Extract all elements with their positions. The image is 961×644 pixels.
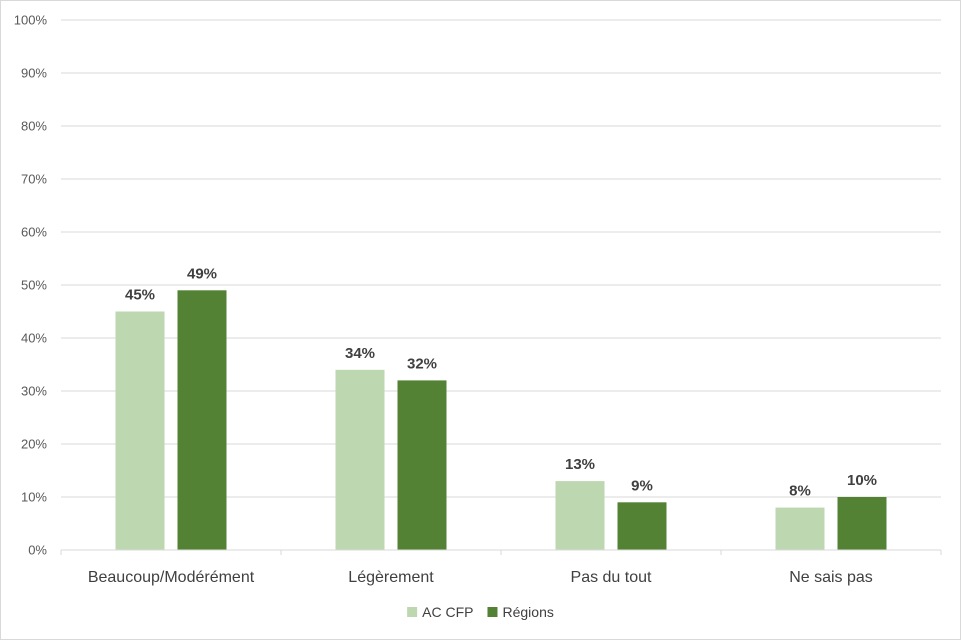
data-label: 9% xyxy=(631,477,653,494)
bar-ac-cfp xyxy=(555,481,605,550)
data-label: 32% xyxy=(407,355,437,372)
y-tick-label: 0% xyxy=(28,543,47,558)
y-tick-label: 60% xyxy=(21,225,47,240)
x-category-label: Ne sais pas xyxy=(789,569,873,586)
bars xyxy=(115,290,887,550)
data-label: 34% xyxy=(345,345,375,362)
y-tick-label: 80% xyxy=(21,119,47,134)
y-tick-label: 70% xyxy=(21,172,47,187)
data-labels: 45% 49% 34% 32% 13% 9% 8% 10% xyxy=(125,265,877,499)
y-tick-label: 90% xyxy=(21,66,47,81)
bar-ac-cfp xyxy=(335,369,385,550)
bar-r-gions xyxy=(397,380,447,550)
bar-ac-cfp xyxy=(775,507,825,550)
legend-swatch-r-gions xyxy=(487,607,498,617)
bar-r-gions xyxy=(177,290,227,550)
legend-label: Régions xyxy=(502,604,553,620)
x-category-label: Légèrement xyxy=(348,569,434,586)
data-label: 8% xyxy=(789,483,811,500)
y-tick-label: 40% xyxy=(21,331,47,346)
y-tick-label: 20% xyxy=(21,437,47,452)
y-tick-label: 10% xyxy=(21,490,47,505)
data-label: 13% xyxy=(565,456,595,473)
bar-r-gions xyxy=(617,502,667,550)
legend: AC CFP Régions xyxy=(407,604,554,620)
x-category-label: Beaucoup/Modérément xyxy=(88,569,255,586)
x-axis: Beaucoup/Modérément Légèrement Pas du tout… xyxy=(60,549,942,586)
y-tick-label: 100% xyxy=(14,13,48,28)
legend-label: AC CFP xyxy=(422,604,473,620)
y-axis-ticks: 0% 10% 20% 30% 40% 50% 60% 70% 80% 90% 100% xyxy=(14,13,48,558)
bar-ac-cfp xyxy=(115,311,165,550)
y-tick-label: 50% xyxy=(21,278,47,293)
data-label: 10% xyxy=(847,472,877,489)
data-label: 45% xyxy=(125,287,155,304)
y-tick-label: 30% xyxy=(21,384,47,399)
legend-swatch-ac-cfp xyxy=(407,607,418,617)
data-label: 49% xyxy=(187,265,217,282)
bar-r-gions xyxy=(837,497,887,550)
x-category-label: Pas du tout xyxy=(571,569,653,586)
